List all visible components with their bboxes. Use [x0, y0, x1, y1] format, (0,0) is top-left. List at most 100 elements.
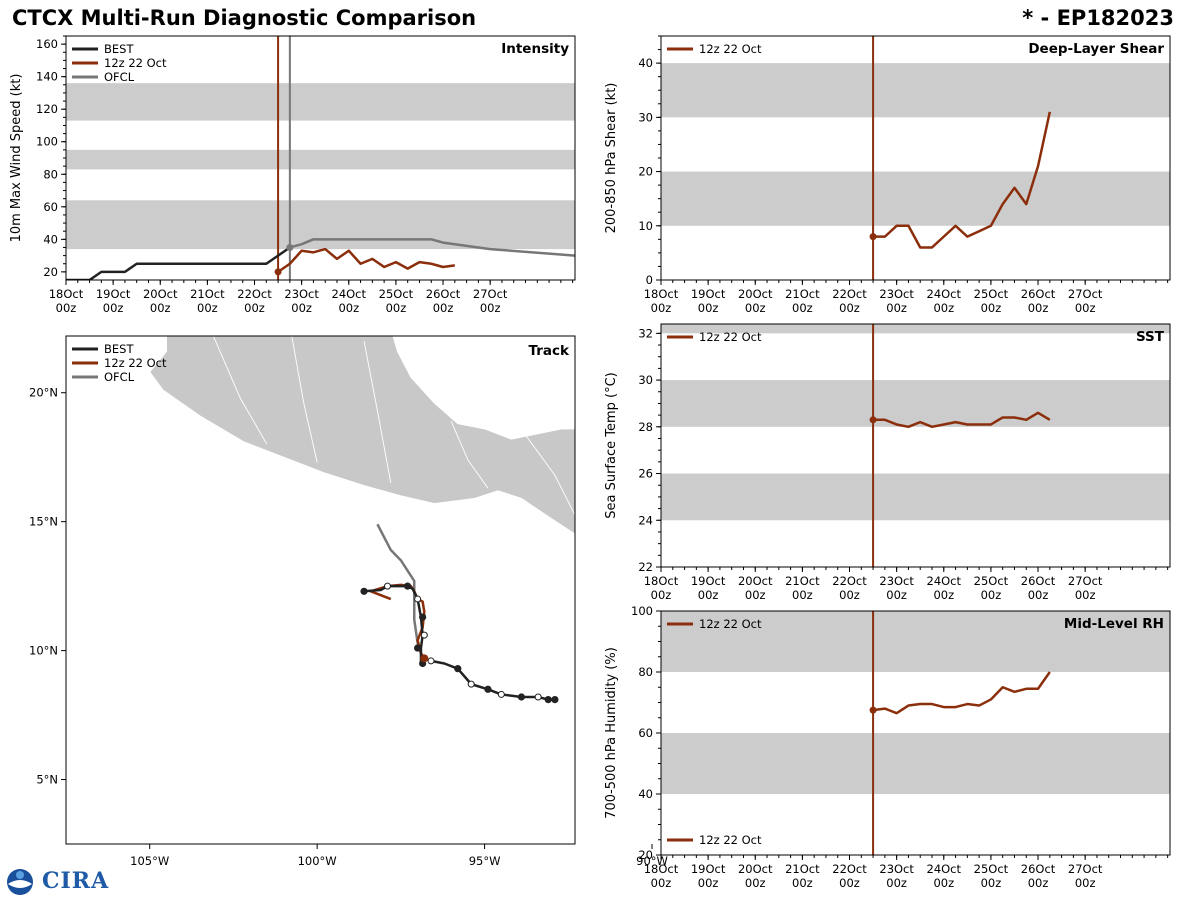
- x-tick-label: 23Oct: [879, 574, 914, 588]
- initial-point: [869, 706, 877, 714]
- sst-frame: [660, 323, 1171, 568]
- legend-label: BEST: [104, 42, 134, 56]
- best-track-point: [544, 695, 552, 704]
- x-tick-label: 22Oct: [832, 862, 867, 876]
- x-tick-label: 00z: [698, 301, 719, 315]
- reference-band: [66, 83, 575, 121]
- state-border: [212, 336, 268, 445]
- noaa-globe-icon: [7, 869, 33, 895]
- x-tick-label: 19Oct: [96, 287, 131, 301]
- x-tick-label: 00z: [745, 301, 766, 315]
- track-line-ofcl: [376, 523, 424, 659]
- reference-band: [661, 733, 1170, 794]
- x-tick-label: 00z: [933, 876, 954, 890]
- y-tick-label: 160: [36, 37, 58, 51]
- best-track-point: [414, 644, 422, 652]
- state-border: [524, 433, 575, 517]
- x-tick-label: 00z: [792, 301, 813, 315]
- x-tick-label: 19Oct: [691, 862, 726, 876]
- x-tick-label: 00z: [651, 876, 672, 890]
- state-border: [291, 336, 318, 463]
- x-tick-label: 25Oct: [974, 862, 1009, 876]
- x-tick-label: 00z: [792, 876, 813, 890]
- y-axis-label: 10m Max Wind Speed (kt): [9, 74, 24, 243]
- y-tick-label: 20: [43, 265, 58, 279]
- track-plot-area: [149, 336, 575, 704]
- x-tick-label: 18Oct: [644, 862, 679, 876]
- mexico-landmass: [149, 336, 575, 535]
- x-tick-label: 27Oct: [1068, 862, 1103, 876]
- x-tick-label: 00z: [1028, 876, 1049, 890]
- rh-plot-area: [661, 611, 1170, 855]
- panel-title: Track: [529, 343, 570, 359]
- panel-title: Intensity: [501, 41, 569, 57]
- y-tick-label: 20: [638, 165, 653, 179]
- series-line-run: [277, 247, 455, 273]
- sst-plot-area: [661, 324, 1170, 567]
- intensity-panel: 2040608010012014016018Oct00z19Oct00z20Oc…: [9, 35, 576, 315]
- x-tick-label: 26Oct: [1021, 287, 1056, 301]
- x-tick-label: 21Oct: [785, 574, 820, 588]
- x-tick-label: 00z: [745, 876, 766, 890]
- x-tick-label: 00z: [886, 588, 907, 602]
- x-tick-label: 00z: [1075, 876, 1096, 890]
- reference-band: [661, 324, 1170, 334]
- x-tick-label: 23Oct: [284, 287, 319, 301]
- best-track-point: [517, 693, 526, 701]
- best-track-point: [419, 613, 427, 621]
- x-tick-label: 20Oct: [738, 287, 773, 301]
- x-tick-label: 00z: [338, 301, 359, 315]
- x-tick-label: 25Oct: [379, 287, 414, 301]
- y-tick-label: 22: [638, 560, 653, 574]
- legend-label: 12z 22 Oct: [104, 356, 167, 370]
- x-tick-label: 23Oct: [879, 862, 914, 876]
- y-tick-label: 80: [43, 167, 58, 181]
- x-tick-label: 00z: [651, 588, 672, 602]
- y-tick-label: 28: [638, 420, 653, 434]
- x-tick-label: 00z: [839, 301, 860, 315]
- y-tick-label: 15°N: [29, 515, 58, 529]
- x-tick-label: 19Oct: [691, 574, 726, 588]
- x-tick-label: 24Oct: [927, 574, 962, 588]
- x-tick-label: 00z: [886, 876, 907, 890]
- best-track-point: [454, 665, 462, 673]
- x-tick-label: 18Oct: [644, 574, 679, 588]
- y-tick-label: 0: [646, 273, 653, 287]
- y-tick-label: 24: [638, 513, 653, 527]
- initial-point: [286, 243, 294, 251]
- x-tick-label: 23Oct: [879, 287, 914, 301]
- x-tick-label: 00z: [839, 588, 860, 602]
- x-tick-label: 00z: [745, 588, 766, 602]
- y-tick-label: 10: [638, 219, 653, 233]
- panel-title: Mid-Level RH: [1064, 616, 1164, 632]
- x-tick-label: 00z: [244, 301, 265, 315]
- x-tick-label: 00z: [197, 301, 218, 315]
- series-line-run: [873, 411, 1051, 429]
- x-tick-label: 24Oct: [927, 287, 962, 301]
- state-border: [450, 420, 489, 489]
- y-axis-label: Sea Surface Temp (°C): [604, 372, 619, 519]
- legend-label: 12z 22 Oct: [104, 56, 167, 70]
- legend-label: 12z 22 Oct: [699, 833, 762, 847]
- x-tick-label: 21Oct: [785, 287, 820, 301]
- legend-label: BEST: [104, 342, 134, 356]
- best-track-open-point: [534, 693, 542, 701]
- x-tick-label: 27Oct: [473, 287, 508, 301]
- x-tick-label: 00z: [433, 301, 454, 315]
- x-tick-label: 20Oct: [738, 574, 773, 588]
- x-tick-label: 00z: [651, 301, 672, 315]
- x-tick-label: 21Oct: [785, 862, 820, 876]
- x-tick-label: 26Oct: [426, 287, 461, 301]
- x-tick-label: 00z: [1075, 588, 1096, 602]
- x-tick-label: 95°W: [469, 854, 501, 868]
- x-tick-label: 00z: [698, 588, 719, 602]
- x-tick-label: 00z: [792, 588, 813, 602]
- legend-label: OFCL: [104, 70, 135, 84]
- y-tick-label: 140: [36, 70, 58, 84]
- x-tick-label: 19Oct: [691, 287, 726, 301]
- reference-band: [661, 611, 1170, 672]
- y-tick-label: 60: [638, 726, 653, 740]
- y-tick-label: 40: [638, 56, 653, 70]
- y-tick-label: 20°N: [29, 386, 58, 400]
